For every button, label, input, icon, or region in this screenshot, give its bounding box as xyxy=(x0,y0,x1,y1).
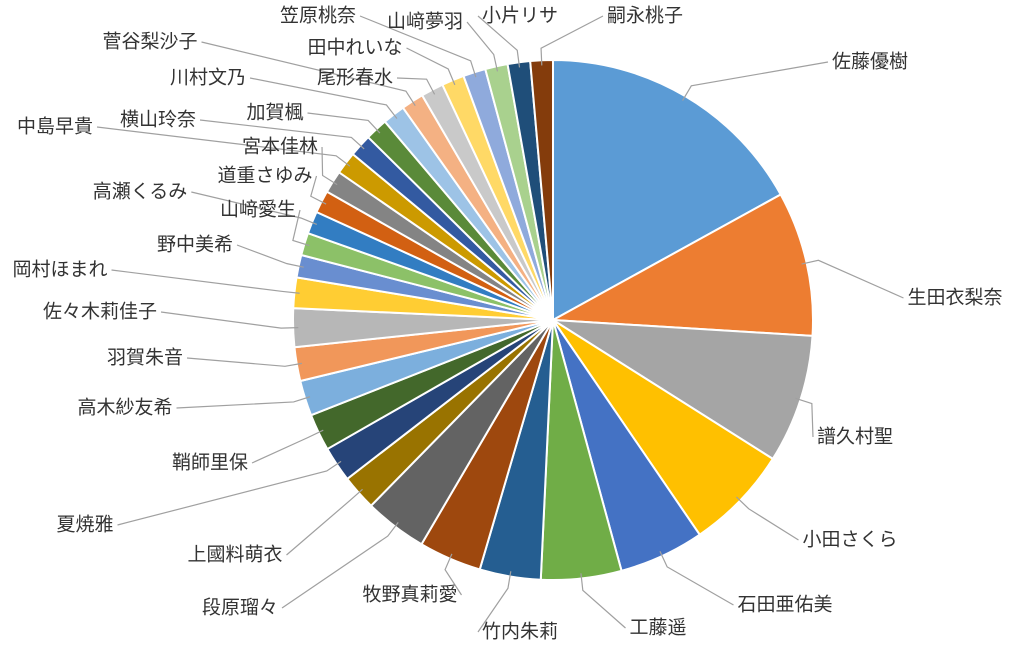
slice-label: 岡村ほまれ xyxy=(12,259,107,281)
slice-label: 道重さゆみ xyxy=(217,165,312,187)
slice-label: 鞘師里保 xyxy=(172,452,248,474)
leader-line xyxy=(406,47,456,86)
slice-label: 菅谷梨沙子 xyxy=(102,31,197,53)
leader-line xyxy=(659,551,734,606)
slice-label: 生田衣梨奈 xyxy=(907,287,1002,309)
leader-line xyxy=(310,175,327,205)
slice-label: 上國料萌衣 xyxy=(187,544,282,566)
slice-label: 佐々木莉佳子 xyxy=(43,301,157,323)
slice-label: 佐藤優樹 xyxy=(832,51,908,73)
leader-line xyxy=(540,15,604,66)
slice-label: 小田さくら xyxy=(802,529,897,551)
leader-line xyxy=(176,396,311,409)
leader-line xyxy=(580,573,626,629)
slice-label: 川村文乃 xyxy=(170,67,246,89)
leader-line xyxy=(186,357,303,367)
leader-line xyxy=(682,61,829,101)
slice-label: 高瀬くるみ xyxy=(93,181,188,203)
leader-line xyxy=(191,191,318,225)
leader-line xyxy=(96,126,351,167)
slice-label: 宮本佳林 xyxy=(242,136,318,158)
slice-label: 笠原桃奈 xyxy=(280,5,356,27)
slice-label: 山﨑愛生 xyxy=(220,199,296,221)
leader-line xyxy=(396,77,436,95)
leader-line xyxy=(307,112,381,134)
slice-label: 工藤遥 xyxy=(629,617,686,639)
slice-label: 牧野真莉愛 xyxy=(362,584,457,606)
leader-line xyxy=(249,77,398,119)
slice-label: 嗣永桃子 xyxy=(607,5,683,27)
slice-label: 夏焼雅 xyxy=(56,514,113,536)
slice-label: 石田亜佑美 xyxy=(737,594,832,616)
leader-line xyxy=(160,311,299,329)
slice-label: 野中美希 xyxy=(157,234,233,256)
leader-lines xyxy=(96,15,904,633)
slice-label: 田中れいな xyxy=(307,37,402,59)
leader-line xyxy=(117,460,342,526)
slice-label: 中島早貴 xyxy=(17,116,93,138)
leader-line xyxy=(466,21,499,72)
slice-label: 羽賀朱音 xyxy=(107,347,183,369)
leader-line xyxy=(111,269,300,294)
leader-line xyxy=(201,41,416,106)
slice-label: 高木紗友希 xyxy=(77,397,172,419)
leader-line xyxy=(286,488,363,556)
slice-label: 小片リサ xyxy=(482,5,558,27)
slice-label: 横山玲奈 xyxy=(120,109,196,131)
leader-line xyxy=(444,553,463,596)
leader-line xyxy=(251,429,324,464)
leader-line xyxy=(795,397,814,438)
slice-label: 竹内朱莉 xyxy=(482,621,558,643)
leader-line xyxy=(477,15,521,68)
slice-label: 尾形春水 xyxy=(317,67,393,89)
leader-line xyxy=(477,571,512,633)
leader-line xyxy=(292,209,310,247)
leader-line xyxy=(801,259,904,299)
slice-label: 段原瑠々 xyxy=(202,597,278,619)
slice-label: 山﨑夢羽 xyxy=(387,11,463,33)
leader-line xyxy=(199,119,365,150)
slice-label: 加賀楓 xyxy=(246,102,303,124)
leader-line xyxy=(321,146,338,186)
slice-label: 譜久村聖 xyxy=(817,426,893,448)
leader-line xyxy=(281,522,399,609)
leader-line xyxy=(359,15,477,78)
leader-line xyxy=(236,244,304,268)
leader-line xyxy=(735,496,799,541)
